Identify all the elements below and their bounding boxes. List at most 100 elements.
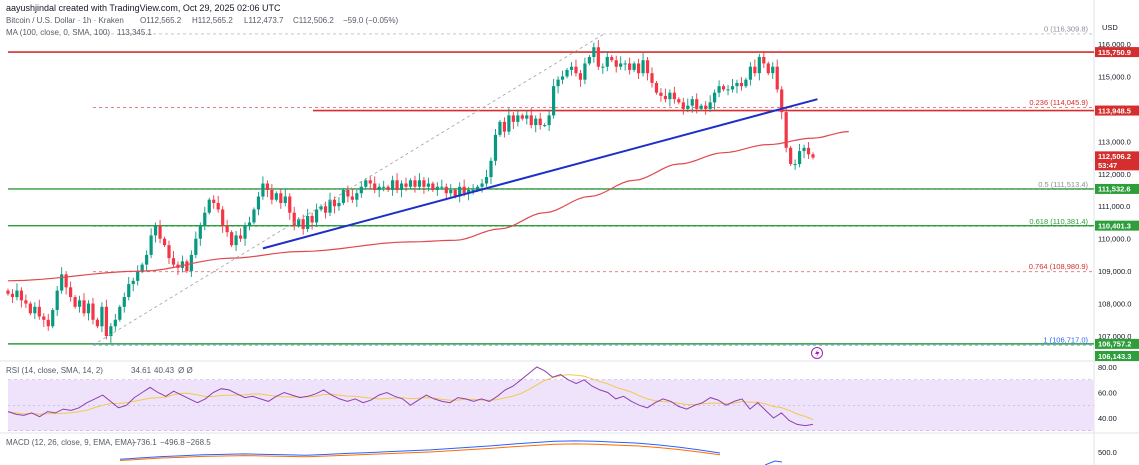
candle-body[interactable]	[60, 274, 64, 291]
candle-body[interactable]	[552, 86, 556, 116]
candle-body[interactable]	[118, 306, 122, 320]
candle-body[interactable]	[525, 115, 529, 119]
candle-body[interactable]	[681, 102, 685, 109]
candle-body[interactable]	[113, 319, 117, 327]
candle-body[interactable]	[386, 186, 390, 190]
candle-body[interactable]	[431, 183, 435, 190]
candle-body[interactable]	[797, 151, 802, 165]
candle-body[interactable]	[382, 186, 386, 188]
candle-body[interactable]	[534, 118, 538, 126]
candle-body[interactable]	[140, 264, 144, 272]
candle-body[interactable]	[690, 99, 694, 106]
candle-body[interactable]	[194, 238, 198, 255]
candle-body[interactable]	[771, 66, 775, 74]
candle-body[interactable]	[145, 254, 149, 265]
candle-body[interactable]	[82, 300, 86, 314]
candle-body[interactable]	[69, 287, 73, 298]
candle-body[interactable]	[323, 206, 328, 213]
candle-body[interactable]	[297, 219, 301, 226]
candle-body[interactable]	[668, 92, 672, 100]
candle-body[interactable]	[243, 225, 247, 239]
candle-body[interactable]	[292, 212, 296, 226]
candle-body[interactable]	[55, 290, 59, 311]
candle-body[interactable]	[592, 47, 596, 57]
candle-body[interactable]	[726, 89, 730, 91]
candle-body[interactable]	[274, 193, 278, 200]
candle-body[interactable]	[672, 92, 676, 100]
candle-body[interactable]	[596, 47, 600, 67]
candle-body[interactable]	[355, 193, 359, 200]
candle-body[interactable]	[364, 180, 368, 187]
candle-body[interactable]	[605, 56, 609, 67]
candle-body[interactable]	[739, 82, 744, 87]
candle-body[interactable]	[404, 183, 408, 187]
candle-body[interactable]	[64, 274, 68, 288]
candle-body[interactable]	[498, 121, 502, 135]
candle-body[interactable]	[265, 183, 269, 190]
candle-body[interactable]	[238, 235, 243, 239]
candle-body[interactable]	[543, 125, 547, 127]
candle-body[interactable]	[699, 105, 703, 109]
candle-body[interactable]	[153, 225, 158, 236]
candle-body[interactable]	[775, 66, 779, 90]
candle-body[interactable]	[628, 63, 632, 70]
candle-body[interactable]	[15, 290, 19, 298]
candle-body[interactable]	[650, 73, 654, 83]
candle-body[interactable]	[127, 284, 131, 298]
candle-body[interactable]	[252, 209, 256, 223]
candle-body[interactable]	[744, 79, 748, 87]
candle-body[interactable]	[234, 235, 238, 246]
candle-body[interactable]	[310, 215, 314, 223]
candle-body[interactable]	[314, 209, 319, 223]
candle-body[interactable]	[86, 303, 91, 314]
candle-body[interactable]	[42, 316, 46, 320]
candle-body[interactable]	[717, 86, 721, 93]
candle-body[interactable]	[279, 193, 283, 203]
candle-body[interactable]	[337, 202, 341, 207]
candle-body[interactable]	[207, 199, 211, 213]
candle-body[interactable]	[301, 219, 305, 229]
candle-body[interactable]	[507, 115, 511, 132]
candle-body[interactable]	[444, 186, 448, 194]
candle-body[interactable]	[587, 56, 591, 64]
candle-body[interactable]	[789, 147, 793, 165]
candle-body[interactable]	[270, 190, 274, 200]
candle-body[interactable]	[28, 303, 32, 314]
candle-body[interactable]	[332, 199, 337, 207]
candle-body[interactable]	[708, 102, 712, 109]
candle-body[interactable]	[426, 183, 430, 187]
candle-body[interactable]	[538, 118, 542, 126]
candle-body[interactable]	[484, 177, 489, 184]
candle-body[interactable]	[623, 63, 627, 65]
candle-body[interactable]	[216, 202, 220, 210]
candle-body[interactable]	[529, 115, 533, 126]
candle-body[interactable]	[122, 297, 126, 307]
trend-line[interactable]	[262, 98, 818, 250]
candle-body[interactable]	[247, 222, 252, 226]
candle-body[interactable]	[547, 115, 551, 126]
candle-body[interactable]	[368, 180, 372, 184]
candle-body[interactable]	[458, 186, 462, 197]
candle-body[interactable]	[516, 115, 520, 122]
candle-body[interactable]	[306, 215, 310, 229]
candle-body[interactable]	[391, 180, 395, 190]
candle-body[interactable]	[574, 66, 578, 74]
candle-body[interactable]	[37, 306, 41, 317]
candle-body[interactable]	[793, 164, 797, 166]
candle-body[interactable]	[212, 199, 216, 203]
candle-body[interactable]	[569, 66, 574, 70]
candle-body[interactable]	[373, 183, 377, 190]
candle-body[interactable]	[493, 134, 498, 161]
candle-body[interactable]	[136, 271, 140, 281]
candle-body[interactable]	[261, 183, 265, 197]
candle-body[interactable]	[502, 121, 507, 132]
candle-body[interactable]	[131, 280, 135, 285]
candle-body[interactable]	[520, 115, 524, 119]
candle-body[interactable]	[753, 66, 757, 74]
candle-body[interactable]	[601, 66, 605, 68]
candle-body[interactable]	[766, 63, 770, 74]
candle-body[interactable]	[489, 160, 493, 178]
candle-body[interactable]	[33, 306, 37, 314]
candle-body[interactable]	[158, 225, 162, 239]
candle-body[interactable]	[641, 60, 645, 74]
